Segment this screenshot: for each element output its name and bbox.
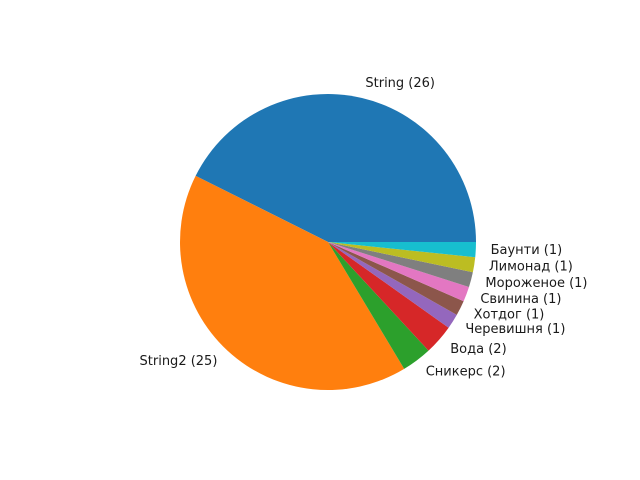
pie-slice <box>328 242 476 273</box>
pie-slice <box>195 94 476 243</box>
pie-slice <box>328 242 449 351</box>
pie-slice-label: Вода (2) <box>450 342 506 357</box>
pie-slice <box>328 242 469 302</box>
pie-labels: String (26) String2 (25) Сникерс (2) Вода (… <box>140 76 588 380</box>
pie-slice-label: Сникерс (2) <box>426 365 506 380</box>
pie-slice-label: Свинина (1) <box>480 292 561 307</box>
pie-slices <box>180 94 477 390</box>
pie-slice <box>180 175 405 390</box>
pie-slice-label: Мороженое (1) <box>485 276 587 291</box>
pie-slice-label: String2 (25) <box>140 354 218 369</box>
pie-slice-label: String (26) <box>365 76 435 91</box>
pie-slice-label: Черевишня (1) <box>465 322 565 337</box>
pie-slice <box>328 242 477 258</box>
pie-slice-label: Лимонад (1) <box>489 260 573 275</box>
pie-slice-label: Баунти (1) <box>491 243 563 258</box>
pie-slice <box>328 242 464 315</box>
pie-slice <box>328 242 473 288</box>
pie-slice <box>328 242 457 328</box>
pie-slice <box>328 242 429 369</box>
pie-slice-label: Хотдог (1) <box>474 307 545 322</box>
